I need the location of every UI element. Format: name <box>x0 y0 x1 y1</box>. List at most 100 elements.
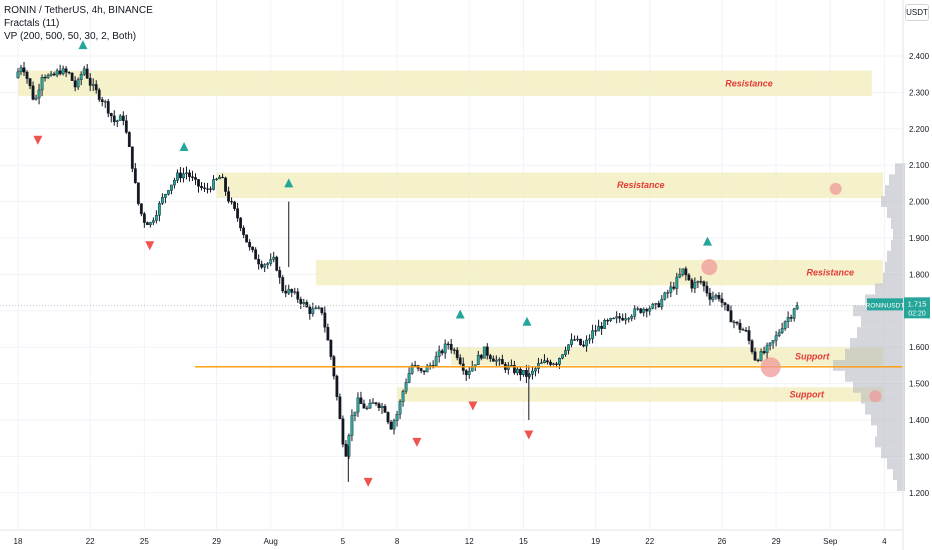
candle-body <box>639 308 643 313</box>
fractal-down-marker <box>145 241 155 251</box>
candle-body <box>389 421 393 430</box>
candle-body <box>242 227 246 235</box>
candle-body <box>88 77 92 86</box>
candle-body <box>525 370 528 377</box>
candle-body <box>458 357 462 365</box>
candle-body <box>176 172 179 181</box>
candle-body <box>284 290 288 294</box>
volume-profile-bar <box>861 316 905 328</box>
x-tick-label: 29 <box>772 537 781 546</box>
x-tick-label: 19 <box>591 537 600 546</box>
highlight-circle <box>869 390 882 403</box>
candle-body <box>425 365 429 373</box>
candle-body <box>669 286 673 293</box>
candle-body <box>194 177 197 180</box>
candle-body <box>473 364 477 367</box>
candle-body <box>350 415 354 436</box>
candle-body <box>52 73 56 76</box>
candle-body <box>570 339 573 345</box>
candle-body <box>40 77 44 91</box>
candle-body <box>317 307 321 309</box>
candle-body <box>531 370 534 375</box>
candle-body <box>792 308 796 319</box>
candle-body <box>738 323 742 330</box>
volume-profile-indicator-label[interactable]: VP (200, 500, 50, 30, 2, Both) <box>4 31 137 42</box>
candle-body <box>600 325 604 329</box>
candle-body <box>275 256 279 271</box>
candle-body <box>76 79 80 88</box>
candle-body <box>73 80 77 88</box>
candle-body <box>482 346 486 359</box>
volume-profile-bar <box>895 163 905 175</box>
y-tick-label: 1.300 <box>909 452 930 461</box>
candle-countdown-label: 02:20 <box>908 310 926 317</box>
candle-body <box>437 350 441 357</box>
candle-body <box>197 179 200 187</box>
candle-body <box>509 365 513 367</box>
candle-body <box>645 308 649 312</box>
candle-body <box>618 316 622 319</box>
candle-body <box>136 182 140 204</box>
y-tick-label: 1.200 <box>909 489 930 498</box>
candle-body <box>236 208 240 219</box>
candle-body <box>443 343 447 354</box>
candle-body <box>555 363 558 365</box>
zone-box <box>18 70 872 97</box>
chart-legend: RONIN / TetherUS, 4h, BINANCE Fractals (… <box>4 4 153 43</box>
zones-layer: Resistance Resistance Resistance Support Sup… <box>18 70 884 402</box>
candle-body <box>118 115 122 121</box>
candle-body <box>558 357 561 365</box>
candle-body <box>314 307 318 309</box>
candle-body <box>684 268 688 276</box>
candle-body <box>422 370 426 373</box>
last-price-label: 1.715 <box>908 299 927 308</box>
candle-body <box>687 274 691 281</box>
candle-body <box>311 308 315 314</box>
candle-body <box>356 397 360 413</box>
candle-body <box>606 320 610 322</box>
candle-body <box>365 407 369 410</box>
candle-body <box>70 72 74 81</box>
candle-body <box>419 368 423 371</box>
fractal-up-marker <box>455 309 465 319</box>
currency-button[interactable]: USDT <box>905 4 929 21</box>
candle-body <box>464 370 468 375</box>
candle-body <box>34 97 38 100</box>
candle-body <box>22 67 26 73</box>
candle-body <box>64 68 68 73</box>
candle-body <box>323 312 327 328</box>
x-tick-label: 4 <box>882 537 887 546</box>
overlay-layer <box>0 182 903 403</box>
candle-body <box>91 84 95 86</box>
candle-body <box>678 273 682 278</box>
candle-body <box>127 132 131 147</box>
candle-body <box>359 397 363 404</box>
zone-label: Resistance <box>617 180 665 190</box>
candle-body <box>170 184 173 191</box>
candle-body <box>446 343 450 345</box>
y-tick-label: 1.600 <box>909 343 930 352</box>
candle-body <box>705 285 709 294</box>
fractals-layer <box>33 40 713 487</box>
candle-body <box>768 342 772 346</box>
candle-body <box>49 73 53 76</box>
candle-body <box>139 203 143 215</box>
candle-body <box>407 373 411 383</box>
volume-profile-bar <box>883 272 905 284</box>
candle-body <box>82 68 86 75</box>
candle-body <box>717 295 721 300</box>
candle-body <box>428 365 432 367</box>
candle-body <box>654 303 658 305</box>
candle-body <box>543 360 546 363</box>
candle-body <box>160 197 164 204</box>
candle-body <box>151 220 155 223</box>
candle-body <box>582 344 585 347</box>
volume-profile-bar <box>845 349 905 360</box>
fractals-indicator-label[interactable]: Fractals (11) <box>4 18 60 29</box>
y-tick-label: 1.900 <box>909 234 930 243</box>
candle-body <box>690 279 694 289</box>
y-tick-label: 2.400 <box>909 52 930 61</box>
candle-body <box>455 349 459 358</box>
volume-profile-bar <box>893 228 905 240</box>
